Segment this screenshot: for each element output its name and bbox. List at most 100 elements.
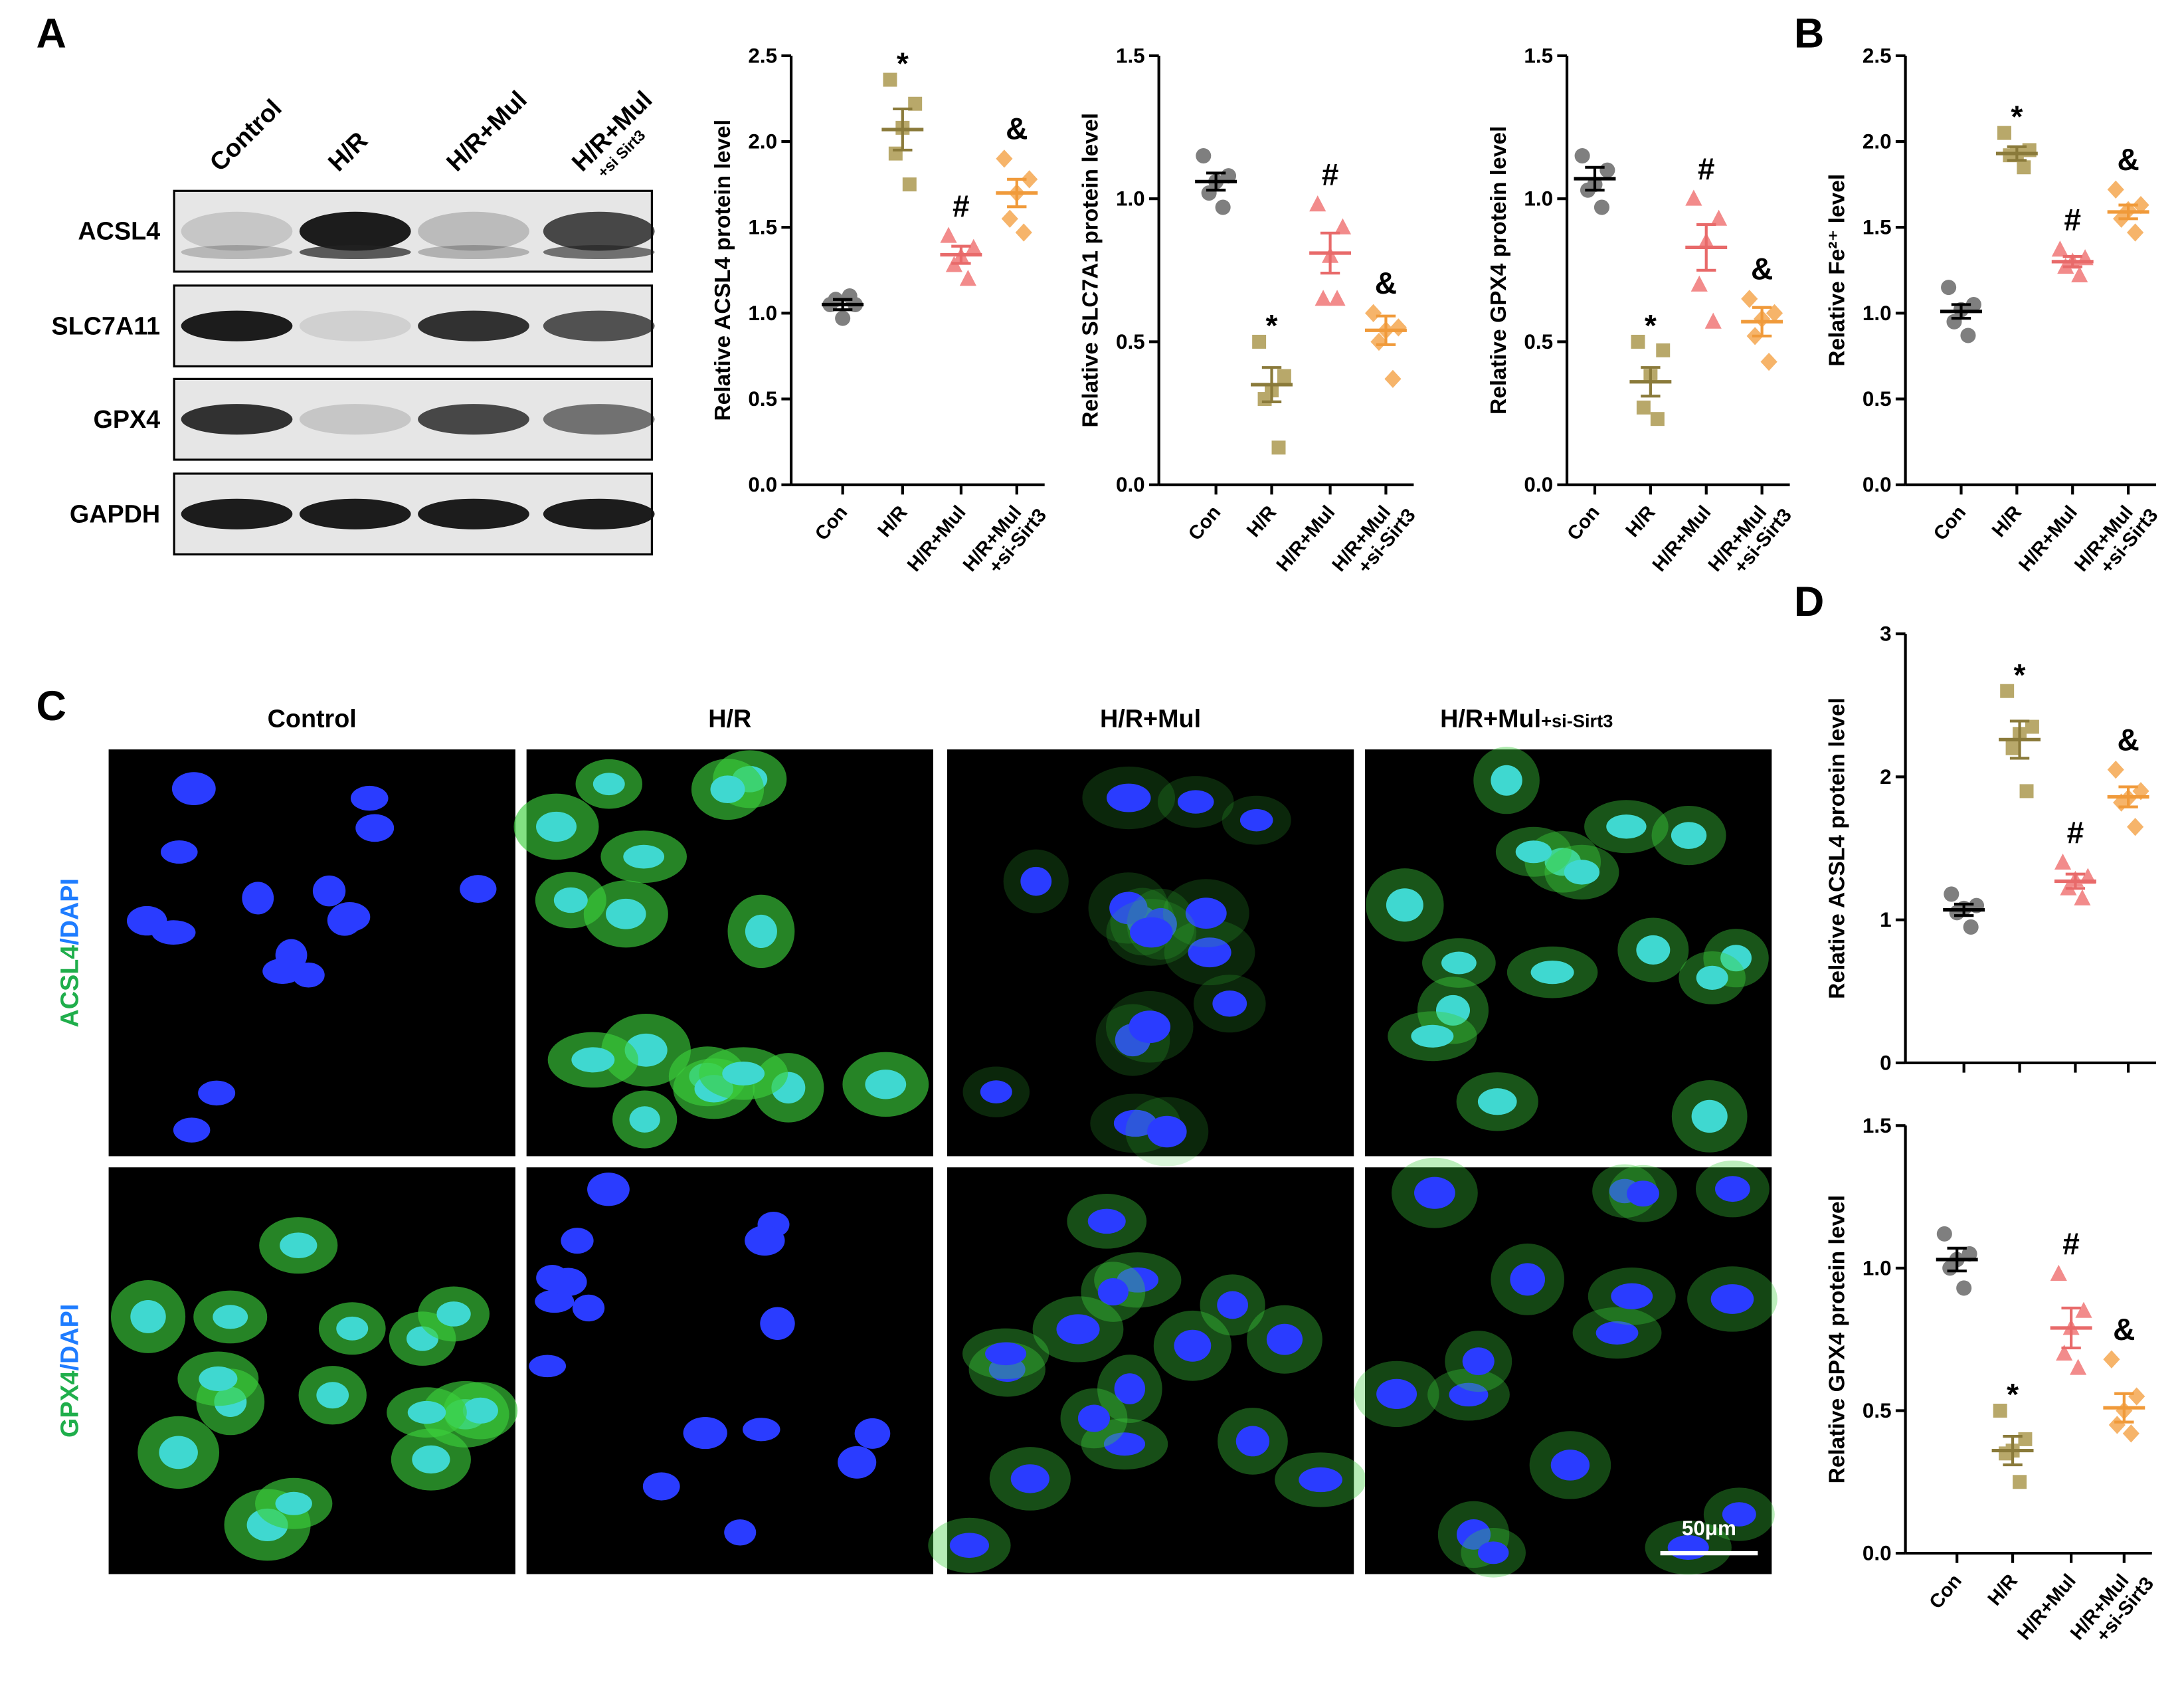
nucleus <box>355 814 395 842</box>
nucleus <box>722 1061 765 1085</box>
point <box>902 177 917 192</box>
x-tick-label: Con <box>1925 1570 1966 1613</box>
nucleus <box>571 1047 615 1073</box>
point <box>1944 886 1959 902</box>
y-tick-label: 1.5 <box>1863 216 1892 239</box>
point <box>1370 332 1388 351</box>
point <box>2107 180 2124 199</box>
y-tick-label: 2.0 <box>1863 130 1892 153</box>
stain-label: /DAPI <box>55 1304 83 1371</box>
y-tick-label: 2.5 <box>1863 44 1892 67</box>
x-tick-label: H/R <box>873 502 912 541</box>
point <box>2025 719 2039 734</box>
band <box>543 245 655 260</box>
point <box>2056 1345 2073 1361</box>
stain-label: GPX4 <box>55 1370 83 1438</box>
y-tick-label: 2 <box>1880 765 1891 789</box>
row-label: GAPDH <box>70 500 160 527</box>
y-axis-label: Relative Fe²⁺ level <box>1825 174 1849 367</box>
y-tick-label: 2.5 <box>748 44 777 67</box>
point <box>1999 1446 2013 1461</box>
point <box>2054 853 2072 870</box>
point <box>2017 160 2031 175</box>
panel-label: B <box>1794 10 1824 56</box>
point <box>1949 905 1965 921</box>
band <box>299 211 411 251</box>
nucleus <box>160 840 198 864</box>
y-tick-label: 0.0 <box>1524 473 1553 496</box>
nucleus <box>1010 1464 1049 1493</box>
significance: * <box>1645 308 1657 343</box>
point <box>959 270 976 286</box>
x-tick-label: Con <box>810 502 852 545</box>
nucleus <box>329 902 371 932</box>
point <box>1252 334 1267 349</box>
band <box>543 211 655 251</box>
y-tick-label: 1.5 <box>1524 44 1553 67</box>
point <box>1271 440 1286 455</box>
x-tick-label-line: Con <box>1929 502 1970 545</box>
point <box>2005 741 2020 755</box>
significance: * <box>2007 1377 2019 1412</box>
micrograph <box>947 749 1354 1167</box>
nucleus <box>199 1366 238 1391</box>
point <box>1710 209 1728 226</box>
point <box>2000 684 2015 698</box>
y-tick-label: 0.0 <box>748 473 777 496</box>
point <box>908 96 923 111</box>
nucleus <box>606 898 646 929</box>
x-tick-label: H/R <box>1621 502 1660 541</box>
nucleus <box>280 1232 318 1259</box>
significance: & <box>1751 252 1773 286</box>
point <box>1390 318 1407 337</box>
panel-label: C <box>37 683 66 729</box>
significance: * <box>2014 658 2026 692</box>
point <box>2018 1432 2033 1446</box>
nucleus <box>865 1070 907 1099</box>
band <box>543 498 655 529</box>
nucleus <box>743 1418 780 1442</box>
nucleus <box>549 1268 587 1296</box>
panel-label: A <box>37 10 66 56</box>
y-tick-label: 0.5 <box>1863 1399 1892 1422</box>
y-tick-label: 0.0 <box>1863 473 1892 496</box>
row-label: SLC7A11 <box>52 312 161 339</box>
nucleus <box>1147 1115 1187 1148</box>
micrograph <box>108 1167 518 1574</box>
x-tick-label: Con <box>1184 502 1225 545</box>
x-tick-label: H/R <box>1983 1570 2022 1610</box>
nucleus <box>412 1445 450 1474</box>
nucleus <box>623 844 665 869</box>
point <box>940 227 957 243</box>
nucleus <box>1188 937 1231 968</box>
y-tick-label: 0.0 <box>1863 1542 1892 1565</box>
point <box>965 238 982 255</box>
nucleus <box>1129 1010 1171 1044</box>
nucleus <box>460 875 497 903</box>
nucleus <box>1696 965 1728 990</box>
point <box>1963 919 1979 935</box>
row-header: ACSL4/DAPI <box>55 878 83 1027</box>
x-tick-label: H/R+Mul <box>903 502 970 576</box>
nucleus <box>1185 897 1227 929</box>
nucleus <box>1550 1450 1590 1481</box>
nucleus <box>171 772 216 806</box>
point <box>1936 1226 1952 1242</box>
x-tick-label-line: H/R <box>873 502 912 541</box>
band <box>181 211 293 251</box>
lane-label-line: H/R+Mul <box>441 85 532 176</box>
point <box>1961 1246 1977 1262</box>
nucleus <box>949 1533 990 1558</box>
x-tick-label: H/R+Mul+si-Sirt3 <box>1704 491 1796 589</box>
nucleus <box>1020 866 1052 896</box>
band <box>543 310 655 341</box>
nucleus <box>724 1519 757 1546</box>
point <box>1574 148 1590 164</box>
lane-label-line: H/R <box>323 126 373 177</box>
nucleus <box>572 1294 605 1322</box>
point <box>835 310 851 326</box>
micrograph <box>513 749 933 1157</box>
nucleus <box>462 1397 498 1424</box>
nucleus <box>1217 1291 1248 1319</box>
nucleus <box>1087 1208 1126 1234</box>
